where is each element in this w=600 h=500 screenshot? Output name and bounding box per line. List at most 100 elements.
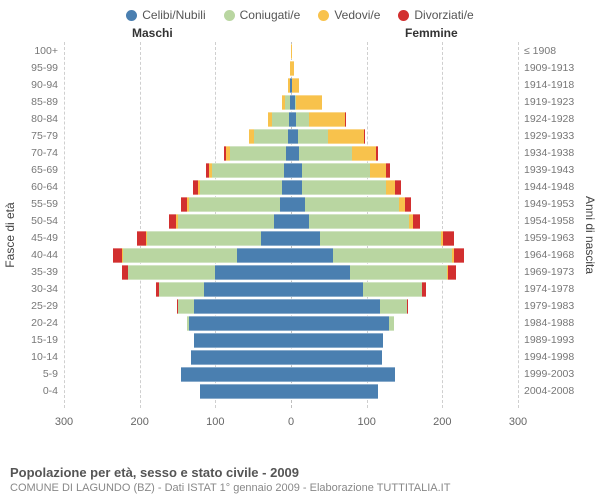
segment: [296, 95, 322, 110]
segment: [309, 112, 345, 127]
segment: [189, 197, 280, 212]
legend-item: Celibi/Nubili: [126, 8, 205, 22]
x-tick: 200: [433, 416, 451, 428]
segment: [454, 248, 465, 263]
segment: [122, 265, 129, 280]
birth-label: 1949-1953: [524, 196, 574, 213]
female-bar: [291, 44, 518, 59]
segment: [291, 316, 389, 331]
age-row: [64, 282, 518, 297]
age-row: [64, 384, 518, 399]
age-label: 50-54: [31, 213, 58, 230]
age-label: 55-59: [31, 196, 58, 213]
segment: [291, 214, 309, 229]
birth-label: 1969-1973: [524, 264, 574, 281]
legend-label: Celibi/Nubili: [142, 8, 205, 22]
female-bar: [291, 231, 518, 246]
female-bar: [291, 282, 518, 297]
age-label: 40-44: [31, 247, 58, 264]
age-row: [64, 129, 518, 144]
segment: [123, 248, 237, 263]
segment: [296, 112, 309, 127]
gridline: [518, 42, 519, 408]
age-label: 10-14: [31, 349, 58, 366]
segment: [422, 282, 426, 297]
segment: [302, 163, 370, 178]
legend-item: Divorziati/e: [398, 8, 473, 22]
female-bar: [291, 367, 518, 382]
segment: [292, 78, 299, 93]
y-axis-title-right: Anni di nascita: [583, 196, 597, 274]
age-row: [64, 180, 518, 195]
segment: [291, 129, 298, 144]
segment: [194, 333, 291, 348]
legend-swatch: [224, 10, 235, 21]
segment: [291, 197, 305, 212]
legend: Celibi/NubiliConiugati/eVedovi/eDivorzia…: [10, 8, 590, 22]
age-row: [64, 78, 518, 93]
segment: [291, 282, 363, 297]
age-label: 20-24: [31, 315, 58, 332]
age-label: 100+: [34, 43, 58, 60]
segment: [386, 163, 390, 178]
birth-label: 1979-1983: [524, 298, 574, 315]
female-bar: [291, 265, 518, 280]
age-row: [64, 231, 518, 246]
age-label: 75-79: [31, 128, 58, 145]
segment: [291, 299, 380, 314]
age-row: [64, 95, 518, 110]
birth-label: 1939-1943: [524, 162, 574, 179]
birth-label: 1989-1993: [524, 332, 574, 349]
segment: [284, 163, 291, 178]
age-row: [64, 61, 518, 76]
age-row: [64, 163, 518, 178]
female-bar: [291, 333, 518, 348]
segment: [413, 214, 421, 229]
segment: [386, 180, 395, 195]
male-bar: [64, 197, 291, 212]
age-label: 5-9: [43, 366, 58, 383]
age-label: 80-84: [31, 111, 58, 128]
segment: [137, 231, 146, 246]
segment: [291, 180, 302, 195]
male-bar: [64, 350, 291, 365]
segment: [291, 367, 395, 382]
chart-subtitle: COMUNE DI LAGUNDO (BZ) - Dati ISTAT 1° g…: [10, 482, 450, 494]
segment: [169, 214, 176, 229]
segment: [395, 180, 400, 195]
x-tick: 100: [357, 416, 375, 428]
age-row: [64, 316, 518, 331]
male-bar: [64, 44, 291, 59]
x-tick: 200: [130, 416, 148, 428]
birth-label: 1999-2003: [524, 366, 574, 383]
male-bar: [64, 299, 291, 314]
age-label: 15-19: [31, 332, 58, 349]
birth-label: 1934-1938: [524, 145, 574, 162]
segment: [350, 265, 447, 280]
segment: [364, 129, 365, 144]
male-bar: [64, 367, 291, 382]
male-bar: [64, 265, 291, 280]
birth-label: 1909-1913: [524, 60, 574, 77]
male-bar: [64, 163, 291, 178]
segment: [204, 282, 291, 297]
segment: [291, 231, 320, 246]
age-label: 25-29: [31, 298, 58, 315]
male-bar: [64, 248, 291, 263]
male-bar: [64, 316, 291, 331]
segment: [291, 384, 378, 399]
age-row: [64, 367, 518, 382]
segment: [320, 231, 441, 246]
female-bar: [291, 248, 518, 263]
segment: [212, 163, 284, 178]
segment: [189, 316, 291, 331]
segment: [128, 265, 215, 280]
age-label: 70-74: [31, 145, 58, 162]
age-row: [64, 146, 518, 161]
segment: [291, 350, 382, 365]
segment: [200, 180, 282, 195]
legend-item: Vedovi/e: [318, 8, 380, 22]
age-row: [64, 214, 518, 229]
pyramid-chart: Fasce di età Anni di nascita 30020010001…: [20, 42, 580, 428]
segment: [328, 129, 364, 144]
